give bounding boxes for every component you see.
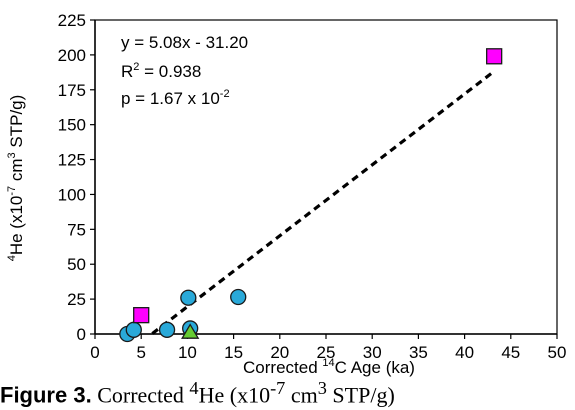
figure-caption: Figure 3. Corrected 4He (x10-7 cm3 STP/g…: [0, 378, 395, 408]
chart: 0 25 50 75 100 125 150 175 200 225 0 5 10 15 20 25 30 35…: [6, 11, 566, 377]
x-axis-ticks: 0 5 10 15 20 25 30 35 40 45 50: [90, 334, 566, 362]
y-tick-label: 200: [58, 46, 86, 65]
x-tick-label: 45: [501, 343, 520, 362]
x-tick-label: 15: [224, 343, 243, 362]
y-tick-label: 75: [67, 220, 86, 239]
y-tick-label: 150: [58, 116, 86, 135]
circle-data-point: [158, 321, 176, 338]
trend-line: [151, 70, 496, 335]
data-points: [119, 48, 503, 343]
y-tick-label: 125: [58, 151, 86, 170]
x-tick-label: 0: [90, 343, 99, 362]
x-tick-label: 30: [363, 343, 382, 362]
circle-data-point: [180, 289, 197, 306]
y-tick-label: 175: [58, 81, 86, 100]
x-axis-title: Corrected 14C Age (ka): [243, 357, 415, 377]
y-tick-label: 225: [58, 11, 86, 30]
x-tick-label: 35: [409, 343, 428, 362]
square-data-point: [133, 307, 150, 324]
p-value-label: p = 1.67 x 10-2: [121, 88, 230, 108]
y-axis-ticks: 0 25 50 75 100 125 150 175 200 225: [58, 11, 95, 344]
x-tick-label: 40: [455, 343, 474, 362]
circle-data-point: [230, 288, 247, 306]
r-squared-label: R2 = 0.938: [121, 61, 201, 81]
y-tick-label: 50: [67, 255, 86, 274]
x-tick-label: 50: [548, 343, 567, 362]
x-tick-label: 25: [317, 343, 336, 362]
x-tick-label: 20: [270, 343, 289, 362]
y-tick-label: 25: [67, 290, 86, 309]
y-axis-title: 4He (x10-7 cm3 STP/g): [6, 95, 26, 262]
x-tick-label: 5: [136, 343, 145, 362]
plot-frame: [94, 19, 558, 335]
caption-label: Figure 3.: [0, 382, 92, 408]
y-tick-label: 100: [58, 185, 86, 204]
square-data-point: [486, 48, 503, 65]
y-tick-label: 0: [77, 325, 86, 344]
circle-data-point: [125, 321, 142, 338]
x-tick-label: 10: [178, 343, 197, 362]
equation-label: y = 5.08x - 31.20: [121, 33, 248, 52]
triangle-data-point: [181, 323, 200, 339]
